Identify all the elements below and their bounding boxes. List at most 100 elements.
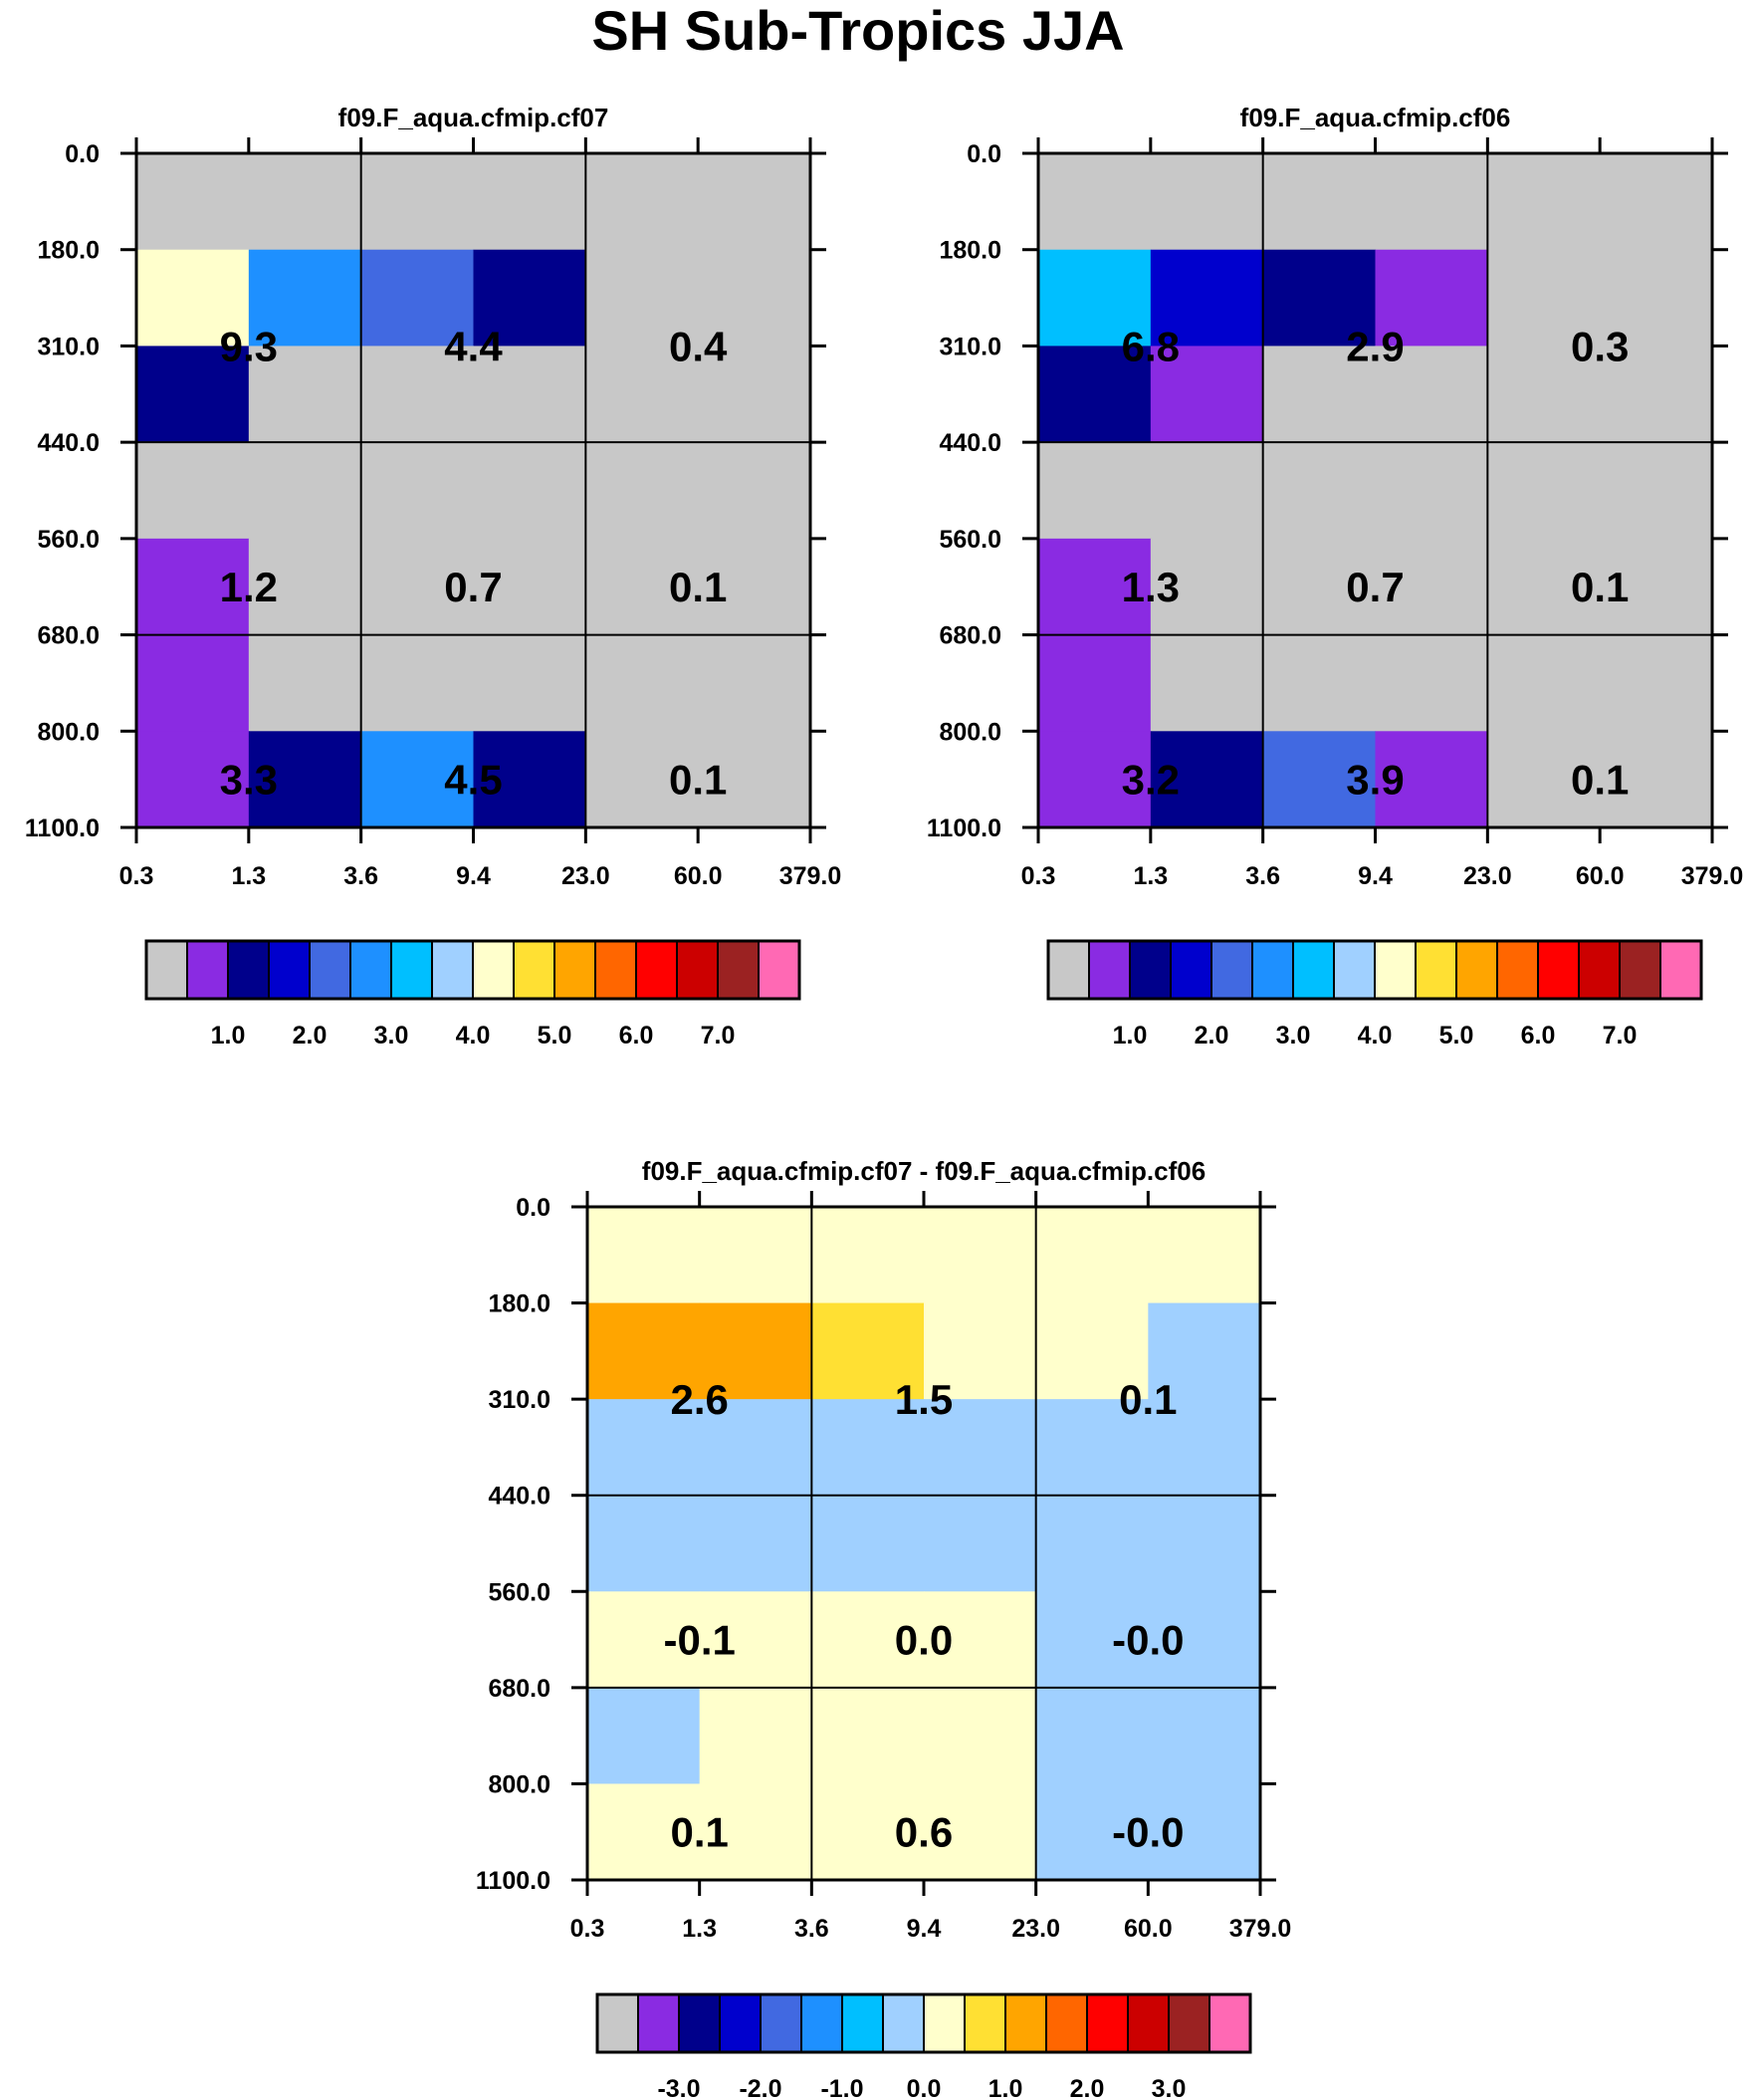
colorbar-label: 5.0	[1439, 1022, 1474, 1050]
heatmap-cell	[1375, 634, 1488, 732]
cell-value-label: 0.3	[1571, 323, 1629, 369]
colorbar-label: -1.0	[820, 2075, 863, 2100]
colorbar-label: 1.0	[1113, 1022, 1148, 1050]
heatmap-cell	[811, 1399, 925, 1497]
colorbar-label: 1.0	[988, 2075, 1023, 2100]
heatmap-cell	[585, 634, 699, 732]
colorbar-swatch	[1088, 940, 1131, 1000]
heatmap-cell	[1487, 538, 1601, 636]
heatmap-cell	[924, 1207, 1037, 1304]
cell-value-label: 2.9	[1346, 323, 1404, 369]
y-tick-label: 560.0	[37, 526, 100, 554]
heatmap-cell	[136, 442, 250, 540]
y-tick-label: 680.0	[939, 622, 1001, 650]
cell-value-label: 0.1	[1571, 564, 1629, 610]
colorbar-swatch	[390, 940, 433, 1000]
y-tick-label: 440.0	[37, 429, 100, 457]
heatmap-cell	[360, 346, 475, 443]
x-tick-label: 3.6	[794, 1915, 829, 1943]
heatmap-cell	[587, 1207, 701, 1304]
y-tick-label: 800.0	[488, 1770, 550, 1798]
y-tick-label: 180.0	[488, 1290, 550, 1318]
heatmap-cell	[473, 153, 586, 251]
heatmap-cell	[1262, 153, 1377, 251]
heatmap-cell	[924, 1399, 1037, 1497]
heatmap-cell	[811, 1207, 925, 1304]
heatmap-cell	[1262, 346, 1377, 443]
cell-value-label: 0.0	[895, 1617, 953, 1664]
panel-title: f09.F_aqua.cfmip.cf07	[338, 103, 609, 132]
colorbar: 1.0 2.0 3.0 4.0 5.0 6.0 7.0	[144, 939, 801, 1050]
cell-value-label: 6.8	[1122, 323, 1180, 369]
y-tick-label: 800.0	[37, 718, 100, 746]
colorbar: -3.0 -2.0 -1.0 0.0 1.0 2.0 3.0	[595, 1992, 1252, 2100]
heatmap-cell	[473, 442, 586, 540]
heatmap-cell	[698, 153, 811, 251]
heatmap-cell	[1150, 634, 1264, 732]
x-tick-label: 1.3	[682, 1915, 717, 1943]
colorbar-swatch	[678, 1993, 721, 2053]
colorbar-swatch	[635, 940, 678, 1000]
colorbar-swatch	[596, 1993, 639, 2053]
heatmap-cell	[1150, 442, 1264, 540]
cell-value-label: 0.1	[669, 757, 727, 804]
heatmap-cell	[1375, 538, 1488, 636]
colorbar-swatch	[841, 1993, 884, 2053]
x-tick-label: 0.3	[119, 862, 154, 890]
heatmap-cell	[1600, 442, 1713, 540]
y-tick-label: 180.0	[37, 237, 100, 265]
y-tick-label: 680.0	[488, 1675, 550, 1703]
colorbar-label: 4.0	[1358, 1022, 1393, 1050]
heatmap-cell	[1600, 346, 1713, 443]
y-tick-label: 310.0	[939, 333, 1001, 360]
heatmap-cell	[360, 442, 475, 540]
colorbar-swatch	[309, 940, 351, 1000]
colorbar-swatch	[1251, 940, 1294, 1000]
x-tick-label: 1.3	[1133, 862, 1168, 890]
panel-2: 0.3 1.3 3.6 9.4 23.0 60.0 379.0 0.0 180.0 310.0 44…	[927, 103, 1743, 1050]
heatmap-cell	[1150, 249, 1264, 348]
colorbar-swatch	[1045, 1993, 1088, 2053]
heatmap-cell	[360, 634, 475, 732]
cell-value-label: 0.4	[669, 323, 728, 369]
colorbar-label: 7.0	[1603, 1022, 1638, 1050]
heatmap-cell	[1375, 731, 1488, 828]
heatmap-cell	[1600, 538, 1713, 636]
y-tick-label: 440.0	[488, 1483, 550, 1511]
colorbar-swatch	[1004, 1993, 1047, 2053]
heatmap-cell	[699, 1783, 812, 1881]
heatmap-cell	[698, 346, 811, 443]
heatmap-cell	[248, 249, 362, 348]
heatmap-cell	[1600, 731, 1713, 828]
heatmap-cell	[136, 346, 250, 443]
colorbar-swatch	[227, 940, 270, 1000]
colorbar-swatch	[1659, 940, 1702, 1000]
colorbar-swatch	[1170, 940, 1212, 1000]
heatmap-cell	[1035, 1783, 1149, 1881]
colorbar-swatch	[1129, 940, 1172, 1000]
x-tick-label: 9.4	[907, 1915, 942, 1943]
colorbar-swatch	[268, 940, 311, 1000]
colorbar-swatch	[760, 1993, 802, 2053]
heatmap-cell	[248, 346, 362, 443]
colorbar-swatch	[472, 940, 515, 1000]
y-tick-label: 180.0	[939, 237, 1001, 265]
colorbar-label: 0.0	[907, 2075, 942, 2100]
main-title: SH Sub-Tropics JJA	[591, 0, 1124, 62]
colorbar-label: 6.0	[619, 1022, 654, 1050]
cell-value-label: 4.4	[444, 323, 503, 369]
colorbar-label: 3.0	[374, 1022, 409, 1050]
heatmap-cell	[1038, 442, 1152, 540]
x-tick-label: 9.4	[456, 862, 491, 890]
colorbar-label: 2.0	[1070, 2075, 1105, 2100]
cell-value-label: -0.0	[1112, 1809, 1184, 1856]
y-tick-label: 1100.0	[25, 815, 100, 842]
heatmap-cell	[1148, 1591, 1261, 1689]
colorbar-swatch	[923, 1993, 966, 2053]
heatmap-cell	[698, 731, 811, 828]
heatmap-cell	[924, 1783, 1037, 1881]
cell-value-label: 0.7	[444, 564, 502, 610]
x-tick-label: 379.0	[1229, 1915, 1292, 1943]
x-tick-label: 9.4	[1358, 862, 1393, 890]
